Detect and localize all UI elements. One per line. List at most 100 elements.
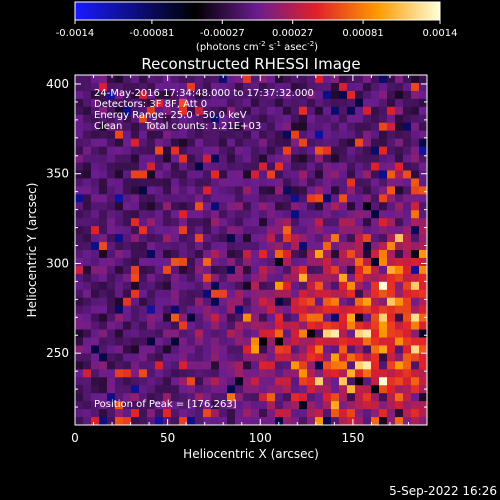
heatmap-cell bbox=[275, 313, 284, 322]
heatmap-cell bbox=[243, 337, 252, 346]
heatmap-cell bbox=[115, 417, 124, 425]
heatmap-cell bbox=[75, 385, 84, 394]
heatmap-cell bbox=[347, 170, 356, 179]
heatmap-cell bbox=[355, 337, 364, 346]
heatmap-cell bbox=[315, 369, 324, 378]
heatmap-cell bbox=[315, 401, 324, 410]
heatmap-cell bbox=[363, 75, 372, 84]
heatmap-cell bbox=[331, 369, 340, 378]
heatmap-cell bbox=[371, 194, 380, 203]
heatmap-cell bbox=[339, 106, 348, 116]
heatmap-cell bbox=[219, 321, 228, 330]
heatmap-cell bbox=[259, 273, 268, 283]
heatmap-cell bbox=[403, 162, 412, 171]
heatmap-cell bbox=[323, 114, 332, 124]
heatmap-cell bbox=[299, 218, 308, 227]
heatmap-cell bbox=[307, 186, 316, 195]
heatmap-cell bbox=[331, 146, 340, 155]
heatmap-cell bbox=[307, 202, 316, 211]
heatmap-cell bbox=[251, 194, 260, 203]
heatmap-cell bbox=[323, 417, 332, 425]
heatmap-cell bbox=[315, 361, 324, 370]
heatmap-cell bbox=[283, 409, 292, 418]
heatmap-cell bbox=[299, 297, 308, 307]
heatmap-cell bbox=[267, 361, 276, 370]
heatmap-cell bbox=[123, 353, 132, 362]
heatmap-cell bbox=[411, 337, 420, 346]
heatmap-cell bbox=[299, 130, 308, 140]
heatmap-cell bbox=[251, 178, 260, 187]
heatmap-cell bbox=[155, 162, 164, 171]
heatmap-cell bbox=[139, 202, 148, 211]
heatmap-cell bbox=[179, 122, 188, 132]
heatmap-cell bbox=[267, 242, 276, 251]
heatmap-cell bbox=[203, 257, 212, 267]
heatmap-cell bbox=[107, 98, 116, 108]
heatmap-cell bbox=[275, 393, 284, 402]
heatmap-cell bbox=[331, 321, 340, 330]
heatmap-cell bbox=[267, 234, 276, 243]
heatmap-cell bbox=[115, 202, 124, 211]
heatmap-cell bbox=[155, 337, 164, 346]
heatmap-cell bbox=[323, 369, 332, 378]
heatmap-cell bbox=[99, 265, 108, 275]
heatmap-cell bbox=[291, 409, 300, 418]
heatmap-cell bbox=[235, 281, 244, 291]
heatmap-cell bbox=[235, 257, 244, 267]
heatmap-cell bbox=[155, 202, 164, 211]
heatmap-cell bbox=[347, 178, 356, 187]
heatmap-cell bbox=[291, 353, 300, 362]
heatmap-cell bbox=[363, 257, 372, 267]
heatmap-cell bbox=[323, 106, 332, 116]
heatmap-cell bbox=[315, 409, 324, 418]
heatmap-cell bbox=[419, 345, 427, 354]
heatmap-cell bbox=[299, 401, 308, 410]
heatmap-cell bbox=[243, 226, 252, 235]
heatmap-cell bbox=[179, 329, 188, 338]
heatmap-cell bbox=[155, 130, 164, 140]
heatmap-cell bbox=[163, 114, 172, 124]
heatmap-cell bbox=[99, 162, 108, 171]
heatmap-cell bbox=[83, 345, 92, 354]
heatmap-cell bbox=[243, 114, 252, 124]
heatmap-cell bbox=[219, 369, 228, 378]
heatmap-cell bbox=[371, 90, 380, 100]
heatmap-cell bbox=[403, 130, 412, 140]
heatmap-cell bbox=[203, 289, 212, 299]
heatmap-cell bbox=[195, 401, 204, 410]
heatmap-cell bbox=[307, 234, 316, 243]
heatmap-cell bbox=[91, 122, 100, 132]
heatmap-cell bbox=[123, 289, 132, 299]
heatmap-cell bbox=[123, 409, 132, 418]
heatmap-cell bbox=[147, 417, 156, 425]
heatmap-cell bbox=[123, 146, 132, 155]
heatmap-cell bbox=[99, 273, 108, 283]
heatmap-cell bbox=[243, 353, 252, 362]
heatmap-cell bbox=[347, 345, 356, 354]
heatmap-cell bbox=[403, 305, 412, 315]
heatmap-cell bbox=[363, 90, 372, 100]
heatmap-cell bbox=[139, 114, 148, 124]
heatmap-cell bbox=[147, 297, 156, 307]
heatmap-cell bbox=[115, 226, 124, 235]
heatmap-cell bbox=[251, 401, 260, 410]
heatmap-cell bbox=[299, 369, 308, 378]
heatmap-cell bbox=[347, 122, 356, 132]
heatmap-cell bbox=[219, 210, 228, 219]
heatmap-cell bbox=[187, 170, 196, 179]
heatmap-cell bbox=[107, 417, 116, 425]
heatmap-cell bbox=[259, 114, 268, 124]
heatmap-cell bbox=[323, 377, 332, 386]
x-tick-label: 100 bbox=[249, 431, 272, 445]
heatmap-cell bbox=[219, 361, 228, 370]
heatmap-cell bbox=[307, 321, 316, 330]
heatmap-cell bbox=[99, 218, 108, 227]
heatmap-cell bbox=[355, 305, 364, 315]
heatmap-cell bbox=[355, 345, 364, 354]
heatmap-cell bbox=[403, 417, 412, 425]
heatmap-cell bbox=[363, 210, 372, 219]
heatmap-cell bbox=[203, 361, 212, 370]
heatmap-cell bbox=[291, 178, 300, 187]
heatmap-cell bbox=[283, 321, 292, 330]
heatmap-cell bbox=[227, 194, 236, 203]
